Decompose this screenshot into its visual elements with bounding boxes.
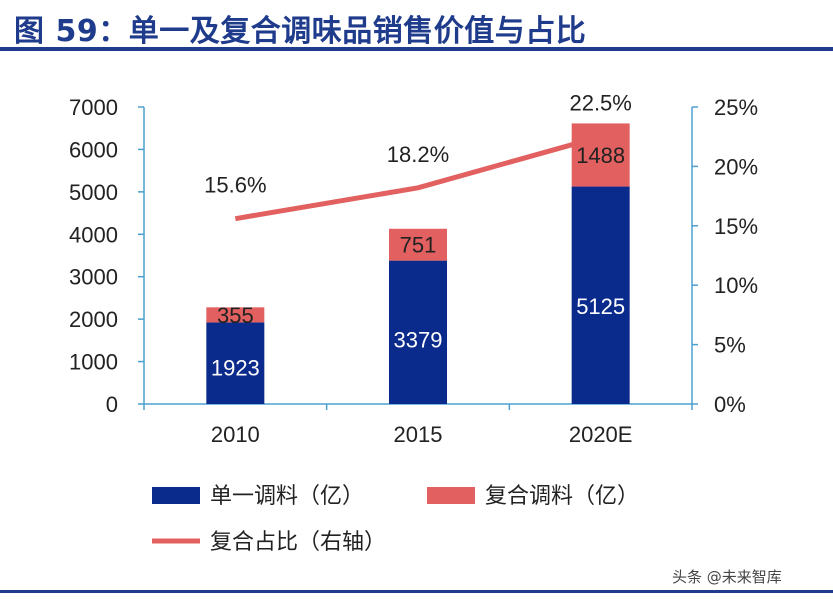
right-axis-tick-label: 15%	[714, 214, 758, 239]
left-axis-tick-label: 7000	[69, 95, 118, 120]
right-axis-tick-label: 25%	[714, 95, 758, 120]
bar-value-label-single: 1923	[211, 355, 260, 380]
legend-label-single: 单一调料（亿）	[210, 483, 364, 508]
bar-single-seasoning	[206, 322, 265, 404]
bar-single-seasoning	[571, 186, 630, 404]
line-series	[234, 134, 602, 222]
right-axis-tick-label: 5%	[714, 333, 746, 358]
bar-value-label-compound: 751	[400, 233, 437, 258]
chart-legend: 单一调料（亿） 复合调料（亿） 复合占比（右轴）	[152, 483, 639, 554]
bar-single-seasoning	[389, 260, 447, 404]
left-axis-tick-label: 1000	[69, 350, 118, 375]
left-axis-tick-label: 6000	[69, 137, 118, 162]
left-axis-tick-label: 4000	[69, 222, 118, 247]
share-line-label: 18.2%	[387, 142, 449, 167]
stacked-bar-line-chart: 0 1000 2000 3000 4000 5000 6000 7000 0% 5% 10% 15% 2…	[69, 91, 758, 554]
share-line-label: 15.6%	[204, 173, 266, 198]
legend-swatch-compound	[427, 487, 475, 504]
share-line-label: 22.5%	[569, 91, 631, 116]
legend-swatch-single	[152, 487, 200, 504]
title-divider	[0, 47, 833, 51]
bar-compound-seasoning	[389, 228, 447, 261]
left-axis-tick-label: 0	[106, 392, 118, 417]
left-axis-tick-label: 3000	[69, 265, 118, 290]
bar-value-label-compound: 1488	[576, 143, 625, 168]
bar-series	[206, 123, 630, 404]
right-axis-tick-label: 10%	[714, 273, 758, 298]
x-axis-tick-label: 2020E	[569, 422, 633, 447]
bar-compound-seasoning	[206, 307, 265, 323]
right-axis-tick-label: 0%	[714, 392, 746, 417]
right-axis-tick-label: 20%	[714, 154, 758, 179]
chart-title: 图 59：单一及复合调味品销售价值与占比	[14, 14, 587, 49]
x-axis-tick-label: 2010	[211, 422, 260, 447]
x-axis-tick-label: 2015	[394, 422, 443, 447]
data-labels: 1923 355 3379 751 5125 1488 15.6% 18.2% 22.5%	[204, 91, 632, 381]
legend-label-compound: 复合调料（亿）	[485, 483, 639, 508]
bar-value-label-compound: 355	[217, 303, 254, 328]
bar-value-label-single: 3379	[394, 327, 443, 352]
left-axis-tick-label: 5000	[69, 180, 118, 205]
left-axis-tick-label: 2000	[69, 307, 118, 332]
bar-compound-seasoning	[571, 123, 630, 187]
bottom-divider	[0, 590, 833, 593]
bar-value-label-single: 5125	[576, 294, 625, 319]
watermark: 头条 @未来智库	[672, 568, 782, 586]
legend-label-share: 复合占比（右轴）	[210, 529, 386, 554]
